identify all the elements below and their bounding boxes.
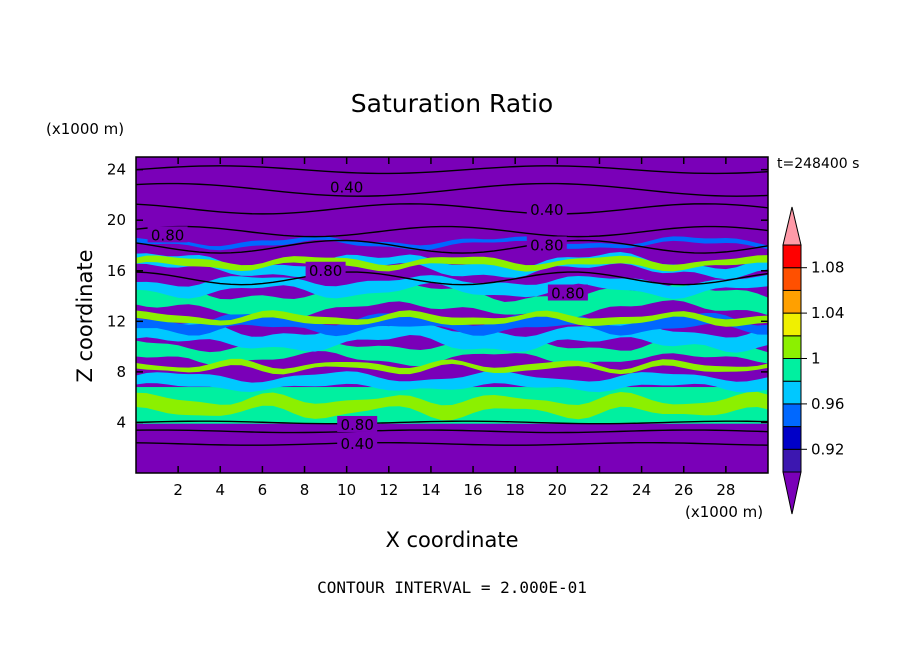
contour-label-bg — [147, 226, 188, 243]
field-patch-mid-2 — [136, 358, 768, 375]
x-tick-label: 14 — [421, 481, 440, 499]
contour-label: 0.40 — [330, 178, 363, 196]
contour-interval-note: CONTOUR INTERVAL = 2.000E-01 — [317, 578, 587, 597]
x-tick-label: 12 — [379, 481, 398, 499]
x-tick-label: 26 — [674, 481, 693, 499]
contour-label-bg — [326, 178, 367, 195]
x-tick-label: 16 — [464, 481, 483, 499]
x-tick-label: 18 — [506, 481, 525, 499]
colorbar-swatch — [782, 358, 802, 382]
field-band-upper-2 — [136, 274, 768, 299]
contour-line-8 — [135, 429, 769, 434]
contour-line-1 — [135, 165, 769, 175]
x-axis-label: X coordinate — [385, 528, 518, 552]
contour-label-bg — [547, 284, 588, 301]
contour-lines — [135, 165, 769, 446]
colorbar-swatch — [782, 448, 802, 473]
colorbar: 0.92 0.96 1 1.04 1.08 — [782, 206, 844, 515]
contour-label: 0.80 — [151, 226, 184, 244]
contour-line-6 — [135, 271, 769, 286]
colorbar-swatch — [782, 244, 802, 269]
y-tick-label: 16 — [107, 262, 126, 280]
colorbar-label: 1.08 — [811, 259, 844, 277]
contour-label-bg — [526, 236, 567, 253]
colorbar-swatch — [782, 289, 802, 314]
contour-line-7 — [135, 420, 769, 425]
colorbar-swatch — [782, 380, 802, 405]
y-tick-label: 24 — [107, 161, 126, 179]
contour-label-bg — [337, 415, 378, 432]
colorbar-swatch — [782, 267, 802, 291]
saturation-field — [136, 235, 768, 424]
time-label: t=248400 s — [777, 156, 859, 172]
x-tick-label: 4 — [215, 481, 225, 499]
colorbar-swatch — [782, 403, 802, 428]
x-unit-label: (x1000 m) — [685, 503, 763, 521]
plot-area: 0.400.400.800.800.800.800.800.40 — [135, 156, 769, 474]
contour-label-bg — [526, 201, 567, 218]
y-tick-label: 12 — [107, 312, 126, 330]
contour-label: 0.40 — [340, 435, 373, 453]
contour-line-4 — [135, 225, 769, 238]
colorbar-swatch — [782, 312, 802, 337]
contour-line-5 — [135, 239, 769, 254]
x-tick-label: 22 — [590, 481, 609, 499]
contour-label: 0.80 — [530, 236, 563, 254]
field-band-low-edge — [136, 370, 768, 393]
y-axis-ticks: 4 8 12 16 20 24 — [107, 161, 768, 431]
y-tick-label: 20 — [107, 211, 126, 229]
x-tick-label: 28 — [716, 481, 735, 499]
colorbar-label: 1 — [811, 350, 821, 368]
x-tick-label: 10 — [337, 481, 356, 499]
contour-line-9 — [135, 441, 769, 446]
field-band-upper-1 — [136, 283, 768, 320]
contour-line-3 — [135, 203, 769, 215]
contour-label: 0.40 — [530, 201, 563, 219]
field-patch-mid — [136, 310, 768, 327]
contour-label: 0.80 — [309, 262, 342, 280]
contour-label-group: 0.400.400.800.800.800.800.800.40 — [147, 178, 588, 453]
x-axis-ticks: 2 4 6 8 10 12 14 16 18 20 22 24 26 28 — [173, 157, 735, 499]
field-patch-upper — [136, 255, 768, 272]
y-unit-label: (x1000 m) — [46, 120, 124, 138]
contour-line-2 — [135, 182, 769, 197]
colorbar-label: 0.96 — [811, 395, 844, 413]
x-tick-label: 8 — [300, 481, 310, 499]
y-tick-label: 8 — [116, 363, 126, 381]
x-tick-label: 2 — [173, 481, 183, 499]
colorbar-label: 0.92 — [811, 440, 844, 458]
y-axis-label: Z coordinate — [73, 249, 97, 382]
field-band-upper-4 — [136, 235, 768, 251]
contour-label: 0.80 — [551, 285, 584, 303]
contour-label-bg — [305, 261, 346, 278]
contour-label-bg — [337, 434, 378, 451]
x-tick-label: 20 — [548, 481, 567, 499]
plot-frame — [135, 156, 769, 474]
colorbar-arrow-bottom — [782, 471, 802, 515]
y-tick-label: 4 — [116, 413, 126, 431]
contour-label: 0.80 — [340, 416, 373, 434]
field-patch-low-1 — [136, 391, 768, 421]
x-tick-label: 24 — [632, 481, 651, 499]
colorbar-swatch — [782, 426, 802, 450]
colorbar-label: 1.04 — [811, 304, 844, 322]
chart-title: Saturation Ratio — [351, 89, 553, 118]
x-tick-label: 6 — [258, 481, 268, 499]
colorbar-arrow-top — [782, 206, 802, 246]
colorbar-swatch — [782, 335, 802, 359]
